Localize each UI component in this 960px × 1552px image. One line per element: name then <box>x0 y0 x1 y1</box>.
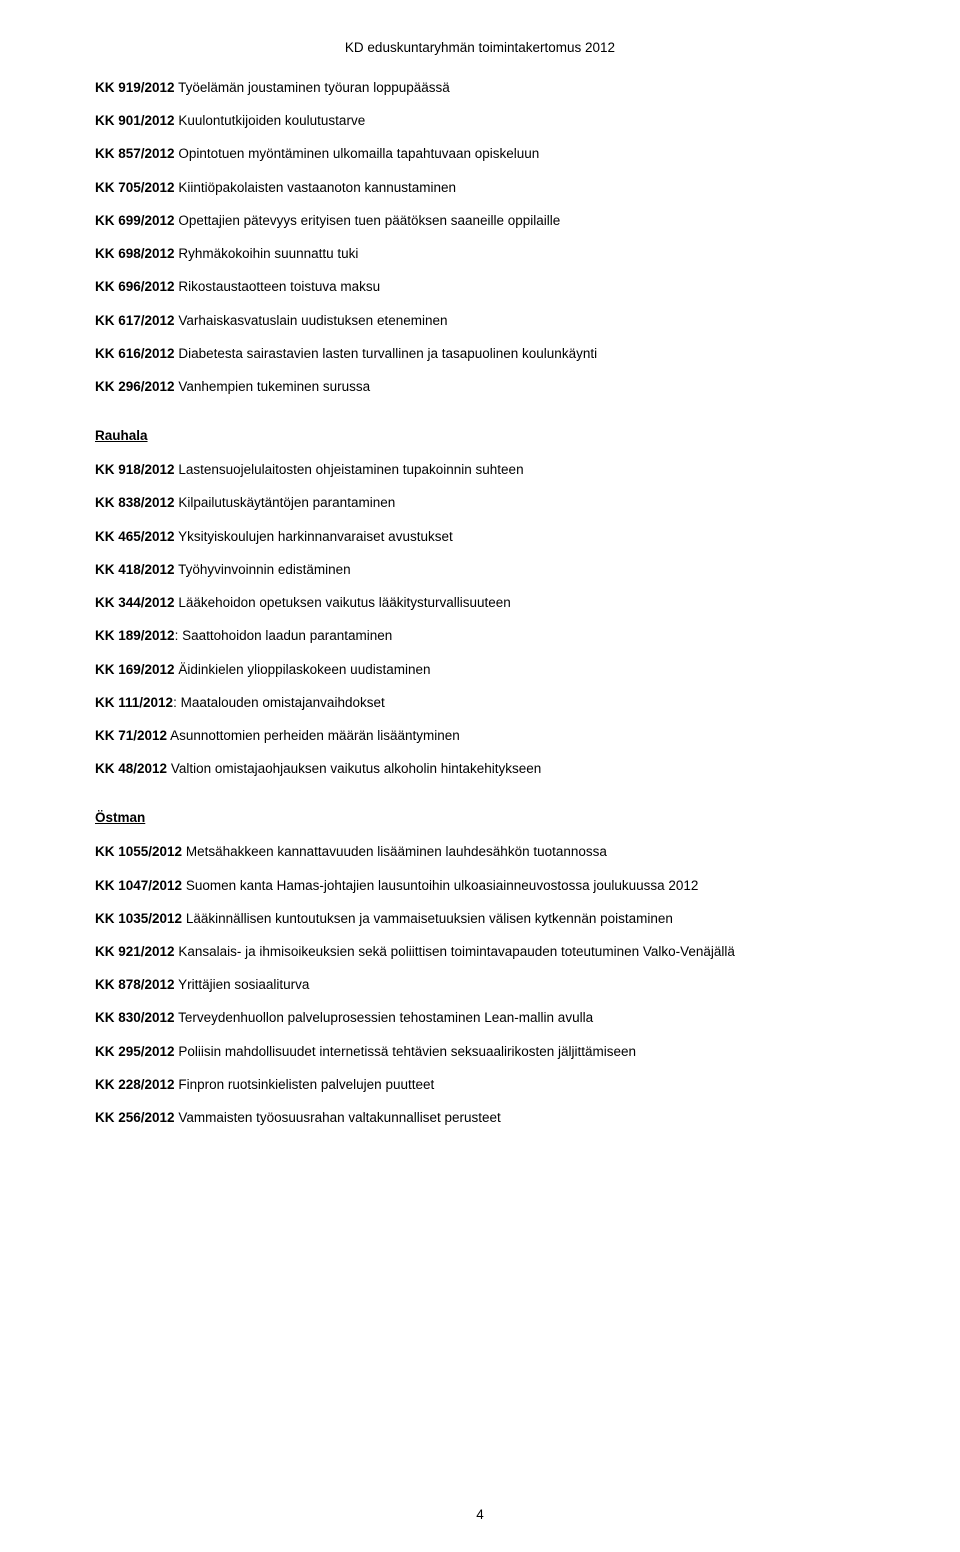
entry-code: KK 169/2012 <box>95 662 175 677</box>
entry-code: KK 705/2012 <box>95 180 175 195</box>
entry-code: KK 921/2012 <box>95 944 175 959</box>
entry-code: KK 696/2012 <box>95 279 175 294</box>
document-entry: KK 344/2012 Lääkehoidon opetuksen vaikut… <box>95 594 865 612</box>
entry-title: Saattohoidon laadun parantaminen <box>182 628 392 643</box>
entry-code: KK 699/2012 <box>95 213 175 228</box>
document-entry: KK 1047/2012 Suomen kanta Hamas-johtajie… <box>95 877 865 895</box>
entry-title: Ryhmäkokoihin suunnattu tuki <box>178 246 358 261</box>
entry-title: Yksityiskoulujen harkinnanvaraiset avust… <box>178 529 453 544</box>
document-entry: KK 901/2012 Kuulontutkijoiden koulutusta… <box>95 112 865 130</box>
section-heading: Rauhala <box>95 428 865 443</box>
document-entry: KK 698/2012 Ryhmäkokoihin suunnattu tuki <box>95 245 865 263</box>
page-number: 4 <box>0 1507 960 1522</box>
document-entry: KK 830/2012 Terveydenhuollon palvelupros… <box>95 1009 865 1027</box>
entry-code: KK 111/2012 <box>95 695 173 710</box>
document-entry: KK 699/2012 Opettajien pätevyys erityise… <box>95 212 865 230</box>
sections-container: KK 919/2012 Työelämän joustaminen työura… <box>95 79 865 1127</box>
document-entry: KK 71/2012 Asunnottomien perheiden määrä… <box>95 727 865 745</box>
entry-title: Kuulontutkijoiden koulutustarve <box>178 113 365 128</box>
entry-title: Kilpailutuskäytäntöjen parantaminen <box>178 495 395 510</box>
document-entry: KK 921/2012 Kansalais- ja ihmisoikeuksie… <box>95 943 865 961</box>
entry-title: Lääkehoidon opetuksen vaikutus lääkityst… <box>178 595 510 610</box>
entry-code: KK 256/2012 <box>95 1110 175 1125</box>
document-entry: KK 1055/2012 Metsähakkeen kannattavuuden… <box>95 843 865 861</box>
document-entry: KK 169/2012 Äidinkielen ylioppilaskokeen… <box>95 661 865 679</box>
document-entry: KK 189/2012: Saattohoidon laadun paranta… <box>95 627 865 645</box>
entry-code: KK 1047/2012 <box>95 878 182 893</box>
document-entry: KK 616/2012 Diabetesta sairastavien last… <box>95 345 865 363</box>
entry-code: KK 228/2012 <box>95 1077 175 1092</box>
entry-code: KK 295/2012 <box>95 1044 175 1059</box>
entry-title: Rikostaustaotteen toistuva maksu <box>178 279 380 294</box>
entry-title: Valtion omistajaohjauksen vaikutus alkoh… <box>171 761 541 776</box>
entry-title: Poliisin mahdollisuudet internetissä teh… <box>178 1044 636 1059</box>
entry-title: Opettajien pätevyys erityisen tuen päätö… <box>178 213 560 228</box>
section-heading: Östman <box>95 810 865 825</box>
entry-title: Vanhempien tukeminen surussa <box>178 379 370 394</box>
document-entry: KK 857/2012 Opintotuen myöntäminen ulkom… <box>95 145 865 163</box>
page-header: KD eduskuntaryhmän toimintakertomus 2012 <box>95 40 865 55</box>
entry-code: KK 901/2012 <box>95 113 175 128</box>
entry-code: KK 296/2012 <box>95 379 175 394</box>
entry-code: KK 71/2012 <box>95 728 167 743</box>
document-entry: KK 465/2012 Yksityiskoulujen harkinnanva… <box>95 528 865 546</box>
entry-code: KK 418/2012 <box>95 562 175 577</box>
entry-code: KK 1055/2012 <box>95 844 182 859</box>
entry-code: KK 918/2012 <box>95 462 175 477</box>
entry-title: Asunnottomien perheiden määrän lisääntym… <box>170 728 460 743</box>
document-entry: KK 295/2012 Poliisin mahdollisuudet inte… <box>95 1043 865 1061</box>
entry-code: KK 838/2012 <box>95 495 175 510</box>
entry-code: KK 857/2012 <box>95 146 175 161</box>
entry-title: Äidinkielen ylioppilaskokeen uudistamine… <box>178 662 430 677</box>
entry-title: Lastensuojelulaitosten ohjeistaminen tup… <box>178 462 523 477</box>
entry-code: KK 617/2012 <box>95 313 175 328</box>
document-entry: KK 918/2012 Lastensuojelulaitosten ohjei… <box>95 461 865 479</box>
document-entry: KK 705/2012 Kiintiöpakolaisten vastaanot… <box>95 179 865 197</box>
entry-separator: : <box>175 628 183 643</box>
entry-title: Opintotuen myöntäminen ulkomailla tapaht… <box>178 146 539 161</box>
document-entry: KK 228/2012 Finpron ruotsinkielisten pal… <box>95 1076 865 1094</box>
entry-code: KK 344/2012 <box>95 595 175 610</box>
entry-title: Kiintiöpakolaisten vastaanoton kannustam… <box>178 180 456 195</box>
entry-code: KK 1035/2012 <box>95 911 182 926</box>
entry-separator: : <box>173 695 181 710</box>
entry-code: KK 616/2012 <box>95 346 175 361</box>
entry-title: Suomen kanta Hamas-johtajien lausuntoihi… <box>186 878 699 893</box>
entry-title: Kansalais- ja ihmisoikeuksien sekä polii… <box>178 944 735 959</box>
entry-title: Terveydenhuollon palveluprosessien tehos… <box>178 1010 593 1025</box>
document-entry: KK 1035/2012 Lääkinnällisen kuntoutuksen… <box>95 910 865 928</box>
entry-code: KK 698/2012 <box>95 246 175 261</box>
entry-title: Finpron ruotsinkielisten palvelujen puut… <box>178 1077 434 1092</box>
entry-code: KK 830/2012 <box>95 1010 175 1025</box>
entry-title: Lääkinnällisen kuntoutuksen ja vammaiset… <box>186 911 673 926</box>
entry-title: Maatalouden omistajanvaihdokset <box>181 695 385 710</box>
entry-title: Yrittäjien sosiaaliturva <box>178 977 309 992</box>
document-entry: KK 696/2012 Rikostaustaotteen toistuva m… <box>95 278 865 296</box>
document-entry: KK 878/2012 Yrittäjien sosiaaliturva <box>95 976 865 994</box>
document-entry: KK 48/2012 Valtion omistajaohjauksen vai… <box>95 760 865 778</box>
document-entry: KK 256/2012 Vammaisten työosuusrahan val… <box>95 1109 865 1127</box>
document-entry: KK 111/2012: Maatalouden omistajanvaihdo… <box>95 694 865 712</box>
entry-code: KK 48/2012 <box>95 761 167 776</box>
entry-code: KK 465/2012 <box>95 529 175 544</box>
document-page: KD eduskuntaryhmän toimintakertomus 2012… <box>0 0 960 1552</box>
document-entry: KK 296/2012 Vanhempien tukeminen surussa <box>95 378 865 396</box>
entry-title: Vammaisten työosuusrahan valtakunnallise… <box>178 1110 500 1125</box>
document-entry: KK 418/2012 Työhyvinvoinnin edistäminen <box>95 561 865 579</box>
entry-title: Varhaiskasvatuslain uudistuksen etenemin… <box>178 313 447 328</box>
document-entry: KK 838/2012 Kilpailutuskäytäntöjen paran… <box>95 494 865 512</box>
document-entry: KK 919/2012 Työelämän joustaminen työura… <box>95 79 865 97</box>
entry-code: KK 878/2012 <box>95 977 175 992</box>
entry-title: Metsähakkeen kannattavuuden lisääminen l… <box>186 844 607 859</box>
document-entry: KK 617/2012 Varhaiskasvatuslain uudistuk… <box>95 312 865 330</box>
entry-title: Työhyvinvoinnin edistäminen <box>178 562 351 577</box>
entry-code: KK 919/2012 <box>95 80 175 95</box>
entry-title: Diabetesta sairastavien lasten turvallin… <box>178 346 597 361</box>
entry-title: Työelämän joustaminen työuran loppupääss… <box>178 80 450 95</box>
entry-code: KK 189/2012 <box>95 628 175 643</box>
